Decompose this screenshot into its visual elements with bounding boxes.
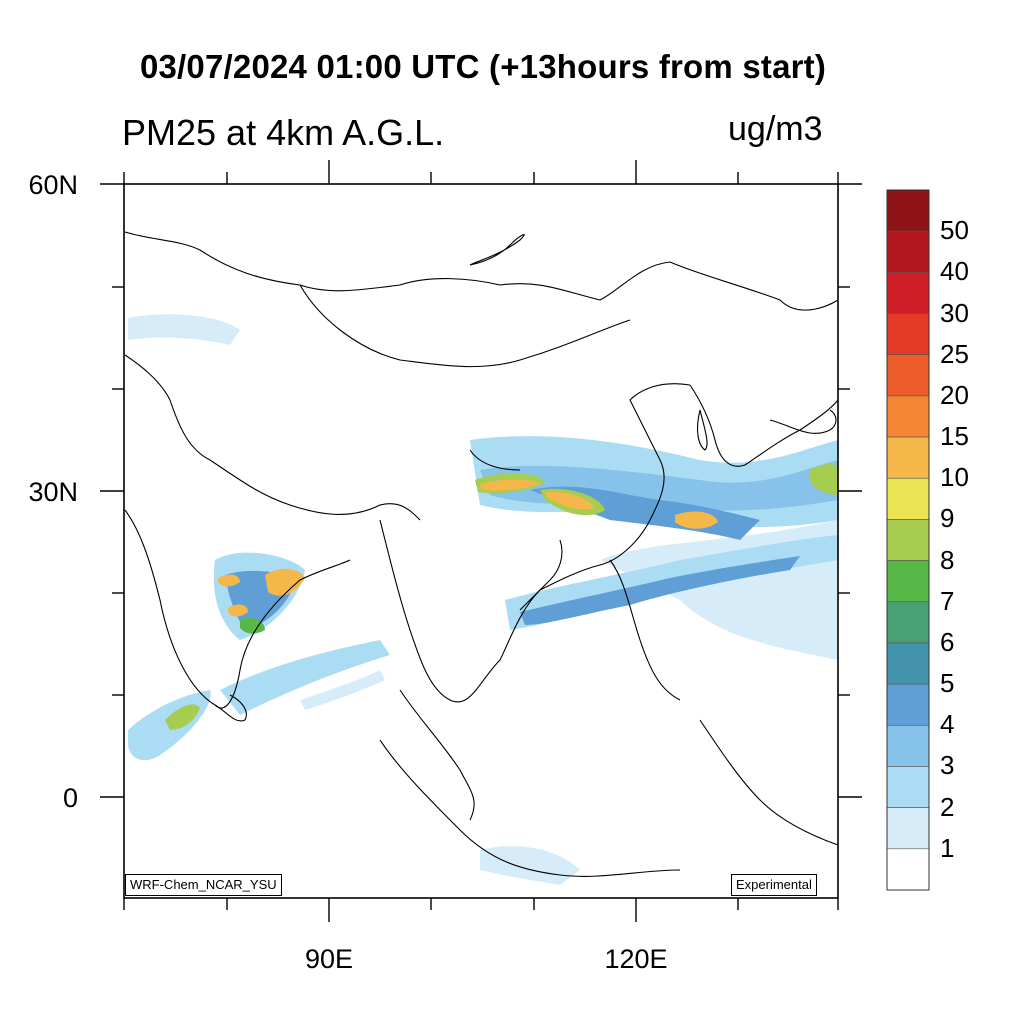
colorbar-label: 8 xyxy=(940,544,955,575)
experimental-badge: Experimental xyxy=(731,874,817,896)
colorbar-label: 1 xyxy=(940,832,955,863)
colorbar-label: 40 xyxy=(940,256,969,287)
colorbar-label: 7 xyxy=(940,585,955,616)
colorbar-swatch xyxy=(886,395,930,438)
colorbar-swatch xyxy=(886,683,930,726)
colorbar-label: 10 xyxy=(940,462,969,493)
colorbar-swatch xyxy=(886,766,930,808)
colorbar-swatch xyxy=(886,272,930,314)
colorbar-label: 30 xyxy=(940,297,969,328)
variable-label: PM25 at 4km A.G.L. xyxy=(122,112,445,153)
colorbar-swatch xyxy=(886,807,930,850)
colorbar-label: 25 xyxy=(940,338,969,369)
colorbar-swatch xyxy=(886,313,930,356)
colorbar-swatch xyxy=(886,848,930,891)
colorbar-swatch xyxy=(886,724,930,767)
colorbar-label: 9 xyxy=(940,503,955,534)
colorbar-swatch xyxy=(886,519,930,561)
colorbar-label: 3 xyxy=(940,750,955,781)
lat-ticks xyxy=(100,183,862,798)
lat-label-60n: 60N xyxy=(28,170,78,200)
colorbar-swatch xyxy=(886,189,930,232)
colorbar-swatch xyxy=(886,560,930,603)
lon-label-90e: 90E xyxy=(304,944,354,974)
model-credit: WRF-Chem_NCAR_YSU xyxy=(125,874,282,896)
pm25-field xyxy=(128,314,838,885)
colorbar-label: 20 xyxy=(940,379,969,410)
colorbar xyxy=(886,189,930,891)
colorbar-label: 2 xyxy=(940,791,955,822)
colorbar-swatch xyxy=(886,436,930,479)
lon-ticks xyxy=(123,160,839,922)
colorbar-swatch xyxy=(886,642,930,685)
colorbar-swatch xyxy=(886,354,930,397)
colorbar-swatch xyxy=(886,601,930,644)
coastlines xyxy=(124,231,839,877)
map-frame xyxy=(123,183,839,899)
colorbar-label: 5 xyxy=(940,668,955,699)
colorbar-swatch xyxy=(886,230,930,273)
units-label: ug/m3 xyxy=(728,110,823,148)
colorbar-label: 6 xyxy=(940,626,955,657)
colorbar-label: 4 xyxy=(940,709,955,740)
colorbar-swatch xyxy=(886,477,930,520)
colorbar-outline xyxy=(886,189,930,891)
lat-label-0: 0 xyxy=(62,783,78,813)
lon-label-120e: 120E xyxy=(604,944,668,974)
map-title: 03/07/2024 01:00 UTC (+13hours from star… xyxy=(139,48,827,85)
colorbar-label: 15 xyxy=(940,421,969,452)
colorbar-label: 50 xyxy=(940,215,969,246)
lat-label-30n: 30N xyxy=(28,477,78,507)
